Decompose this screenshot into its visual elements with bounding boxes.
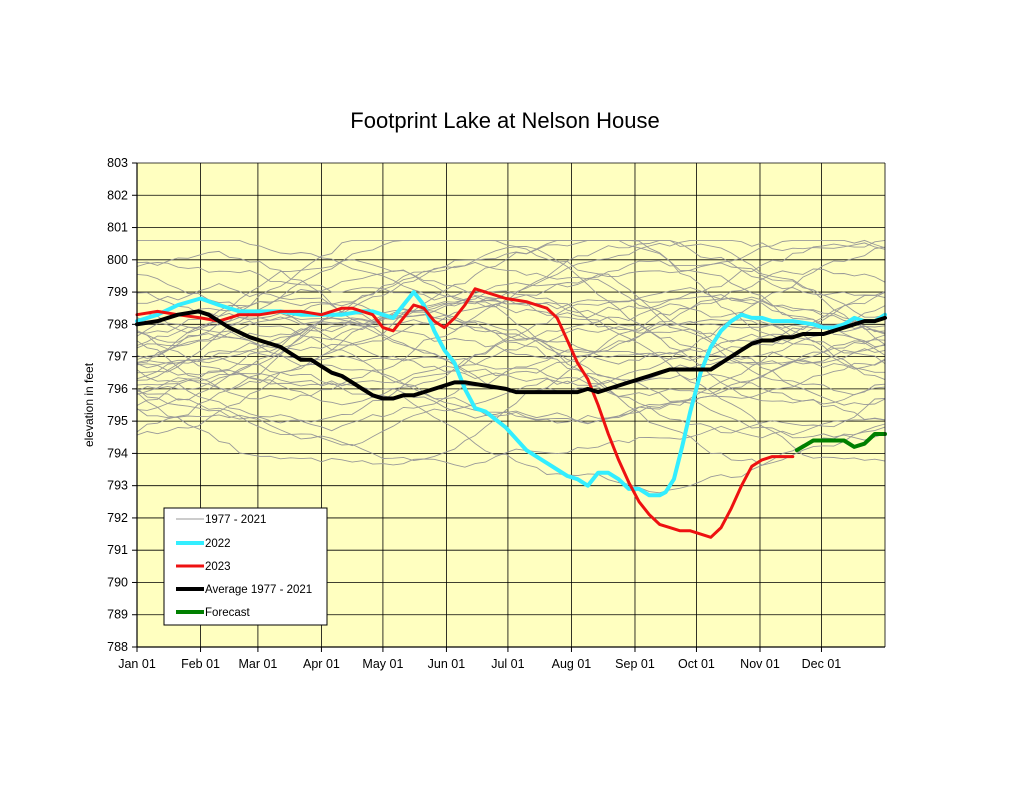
chart-title: Footprint Lake at Nelson House (350, 108, 659, 133)
legend-label-historical: 1977 - 2021 (205, 514, 266, 526)
y-tick-label: 790 (107, 575, 128, 589)
axes: 788 789 790 791 792 793 794 795 796 797 798 799 800 8… (107, 156, 886, 671)
historical-line (136, 239, 886, 334)
x-tick-label: Dec 01 (802, 657, 842, 671)
series-lines (135, 287, 887, 539)
x-tick-label: Jun 01 (428, 657, 466, 671)
historical-line (136, 299, 886, 392)
historical-line (136, 239, 886, 391)
x-tick-label: May 01 (362, 657, 403, 671)
legend-label-forecast: Forecast (205, 607, 251, 619)
x-tick-label: Jan 01 (118, 657, 156, 671)
historical-line (136, 239, 886, 401)
historical-line (136, 239, 886, 405)
series-line-forecast (794, 432, 887, 453)
series-line-2023 (135, 287, 795, 539)
series-line-2022 (135, 290, 887, 498)
y-tick-label: 797 (107, 350, 128, 364)
x-tick-label: Sep 01 (615, 657, 655, 671)
y-tick-label: 798 (107, 317, 128, 331)
y-tick-label: 796 (107, 382, 128, 396)
legend: 1977 - 2021 2022 2023 Average 1977 - 202… (163, 507, 328, 626)
historical-line (136, 313, 886, 466)
y-tick-label: 789 (107, 608, 128, 622)
historical-line (136, 290, 886, 462)
y-tick-label: 800 (107, 253, 128, 267)
historical-line (136, 239, 885, 373)
historical-line (137, 283, 886, 365)
y-tick-label: 799 (107, 285, 128, 299)
historical-line (136, 372, 886, 494)
y-tick-label: 801 (107, 221, 128, 235)
historical-line (136, 239, 886, 301)
legend-label-average: Average 1977 - 2021 (205, 584, 312, 596)
legend-label-2022: 2022 (205, 538, 231, 550)
x-tick-label: Aug 01 (552, 657, 592, 671)
historical-line (136, 319, 886, 432)
historical-line (136, 261, 886, 406)
x-tick-label: Apr 01 (303, 657, 340, 671)
x-tick-label: Mar 01 (238, 657, 277, 671)
historical-line (136, 390, 886, 468)
y-tick-label: 791 (107, 543, 128, 557)
y-tick-label: 788 (107, 640, 128, 654)
y-tick-label: 803 (107, 156, 128, 170)
y-tick-label: 802 (107, 188, 128, 202)
historical-line (136, 296, 886, 466)
legend-label-2023: 2023 (205, 561, 231, 573)
x-tick-label: Feb 01 (181, 657, 220, 671)
historical-lines (136, 239, 886, 494)
historical-line (136, 343, 886, 386)
historical-line (136, 259, 886, 434)
y-tick-label: 792 (107, 511, 128, 525)
historical-line (136, 316, 886, 397)
x-tick-label: Nov 01 (740, 657, 780, 671)
y-tick-label: 794 (107, 446, 128, 460)
historical-line (136, 320, 886, 424)
series-line-average-1977-2021 (135, 309, 887, 401)
historical-line (136, 310, 886, 441)
y-tick-label: 795 (107, 414, 128, 428)
historical-line (136, 303, 886, 424)
y-axis-title: elevation in feet (82, 362, 96, 447)
y-tick-label: 793 (107, 479, 128, 493)
historical-line (136, 246, 886, 411)
x-tick-label: Jul 01 (491, 657, 524, 671)
x-tick-label: Oct 01 (678, 657, 715, 671)
historical-line (137, 239, 886, 319)
historical-line (136, 319, 886, 381)
historical-line (136, 287, 886, 406)
